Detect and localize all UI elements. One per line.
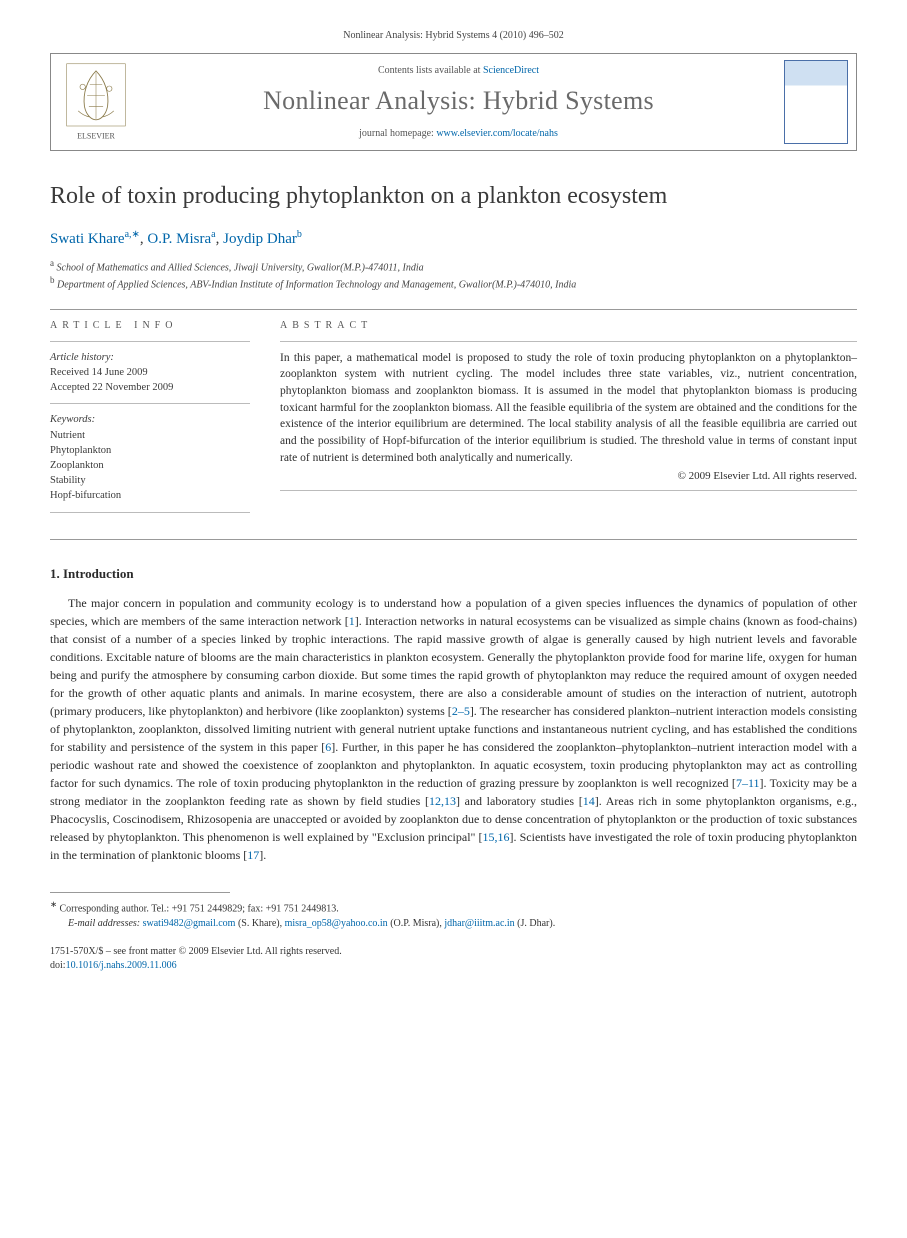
journal-header: ELSEVIER Contents lists available at Sci… — [50, 53, 857, 151]
author-list: Swati Kharea,∗, O.P. Misraa, Joydip Dhar… — [50, 229, 857, 248]
divider — [50, 539, 857, 540]
article-info-column: article info Article history: Received 1… — [50, 320, 250, 521]
affiliation-a: a School of Mathematics and Allied Scien… — [50, 258, 857, 273]
doi-line: doi:10.1016/j.nahs.2009.11.006 — [50, 959, 857, 973]
doi-link[interactable]: 10.1016/j.nahs.2009.11.006 — [66, 960, 177, 971]
journal-homepage-link[interactable]: www.elsevier.com/locate/nahs — [436, 128, 558, 139]
info-divider — [280, 341, 857, 342]
abstract-text: In this paper, a mathematical model is p… — [280, 350, 857, 467]
journal-title: Nonlinear Analysis: Hybrid Systems — [145, 86, 772, 116]
article-history: Article history: Received 14 June 2009 A… — [50, 350, 250, 396]
email-who-2: (O.P. Misra) — [390, 918, 439, 929]
info-divider — [280, 490, 857, 491]
ref-link[interactable]: 12,13 — [429, 794, 456, 808]
ref-link[interactable]: 6 — [325, 740, 331, 754]
issn-copyright-block: 1751-570X/$ – see front matter © 2009 El… — [50, 945, 857, 973]
author-link-3[interactable]: Joydip Dhar — [223, 231, 297, 247]
abstract-copyright: © 2009 Elsevier Ltd. All rights reserved… — [280, 470, 857, 482]
ref-link[interactable]: 7–11 — [736, 776, 760, 790]
email-link-2[interactable]: misra_op58@yahoo.co.in — [285, 918, 388, 929]
email-who-3: (J. Dhar). — [517, 918, 555, 929]
abstract-heading: abstract — [280, 320, 857, 331]
journal-homepage-line: journal homepage: www.elsevier.com/locat… — [145, 128, 772, 139]
email-who-1: (S. Khare) — [238, 918, 280, 929]
corresponding-text: Corresponding author. Tel.: +91 751 2449… — [59, 903, 338, 914]
author-link-1[interactable]: Swati Khare — [50, 231, 125, 247]
author-mark-1: a,∗ — [125, 229, 140, 240]
issn-line: 1751-570X/$ – see front matter © 2009 El… — [50, 945, 857, 959]
doi-label: doi: — [50, 960, 66, 971]
email-label: E-mail addresses: — [68, 918, 140, 929]
keywords-block: Keywords: Nutrient Phytoplankton Zooplan… — [50, 412, 250, 503]
keyword: Stability — [50, 473, 250, 488]
info-divider — [50, 403, 250, 404]
intro-paragraph: The major concern in population and comm… — [50, 594, 857, 864]
keyword: Phytoplankton — [50, 443, 250, 458]
info-divider — [50, 341, 250, 342]
author-mark-2: a — [211, 229, 215, 240]
info-divider — [50, 512, 250, 513]
abstract-column: abstract In this paper, a mathematical m… — [280, 320, 857, 521]
info-abstract-row: article info Article history: Received 1… — [50, 320, 857, 521]
article-info-heading: article info — [50, 320, 250, 331]
section-heading-1: 1. Introduction — [50, 566, 857, 582]
journal-reference: Nonlinear Analysis: Hybrid Systems 4 (20… — [50, 30, 857, 41]
received-date: Received 14 June 2009 — [50, 365, 250, 380]
email-footnote: E-mail addresses: swati9482@gmail.com (S… — [50, 916, 857, 931]
ref-link[interactable]: 15,16 — [483, 830, 510, 844]
journal-cover-thumbnail — [776, 54, 856, 150]
accepted-date: Accepted 22 November 2009 — [50, 380, 250, 395]
contents-available-line: Contents lists available at ScienceDirec… — [145, 65, 772, 76]
email-link-3[interactable]: jdhar@iiitm.ac.in — [444, 918, 514, 929]
ref-link[interactable]: 2–5 — [452, 704, 470, 718]
footnote-rule — [50, 892, 230, 893]
contents-prefix: Contents lists available at — [378, 65, 483, 76]
email-link-1[interactable]: swati9482@gmail.com — [143, 918, 236, 929]
ref-link[interactable]: 17 — [247, 848, 259, 862]
keyword: Hopf-bifurcation — [50, 488, 250, 503]
affiliation-a-text: School of Mathematics and Allied Science… — [57, 262, 424, 273]
affiliation-b-text: Department of Applied Sciences, ABV-Indi… — [57, 280, 576, 291]
history-label: Article history: — [50, 350, 250, 365]
corresponding-footnote: ∗ Corresponding author. Tel.: +91 751 24… — [50, 899, 857, 916]
keyword: Nutrient — [50, 428, 250, 443]
author-link-2[interactable]: O.P. Misra — [147, 231, 211, 247]
header-center: Contents lists available at ScienceDirec… — [141, 54, 776, 150]
keywords-label: Keywords: — [50, 412, 250, 427]
ref-link[interactable]: 1 — [349, 614, 355, 628]
affiliation-b: b Department of Applied Sciences, ABV-In… — [50, 275, 857, 290]
ref-link[interactable]: 14 — [583, 794, 595, 808]
sciencedirect-link[interactable]: ScienceDirect — [483, 65, 539, 76]
divider — [50, 309, 857, 310]
keyword: Zooplankton — [50, 458, 250, 473]
homepage-prefix: journal homepage: — [359, 128, 436, 139]
elsevier-logo: ELSEVIER — [51, 54, 141, 150]
publisher-name: ELSEVIER — [77, 131, 115, 140]
author-mark-3: b — [297, 229, 302, 240]
article-title: Role of toxin producing phytoplankton on… — [50, 181, 857, 211]
